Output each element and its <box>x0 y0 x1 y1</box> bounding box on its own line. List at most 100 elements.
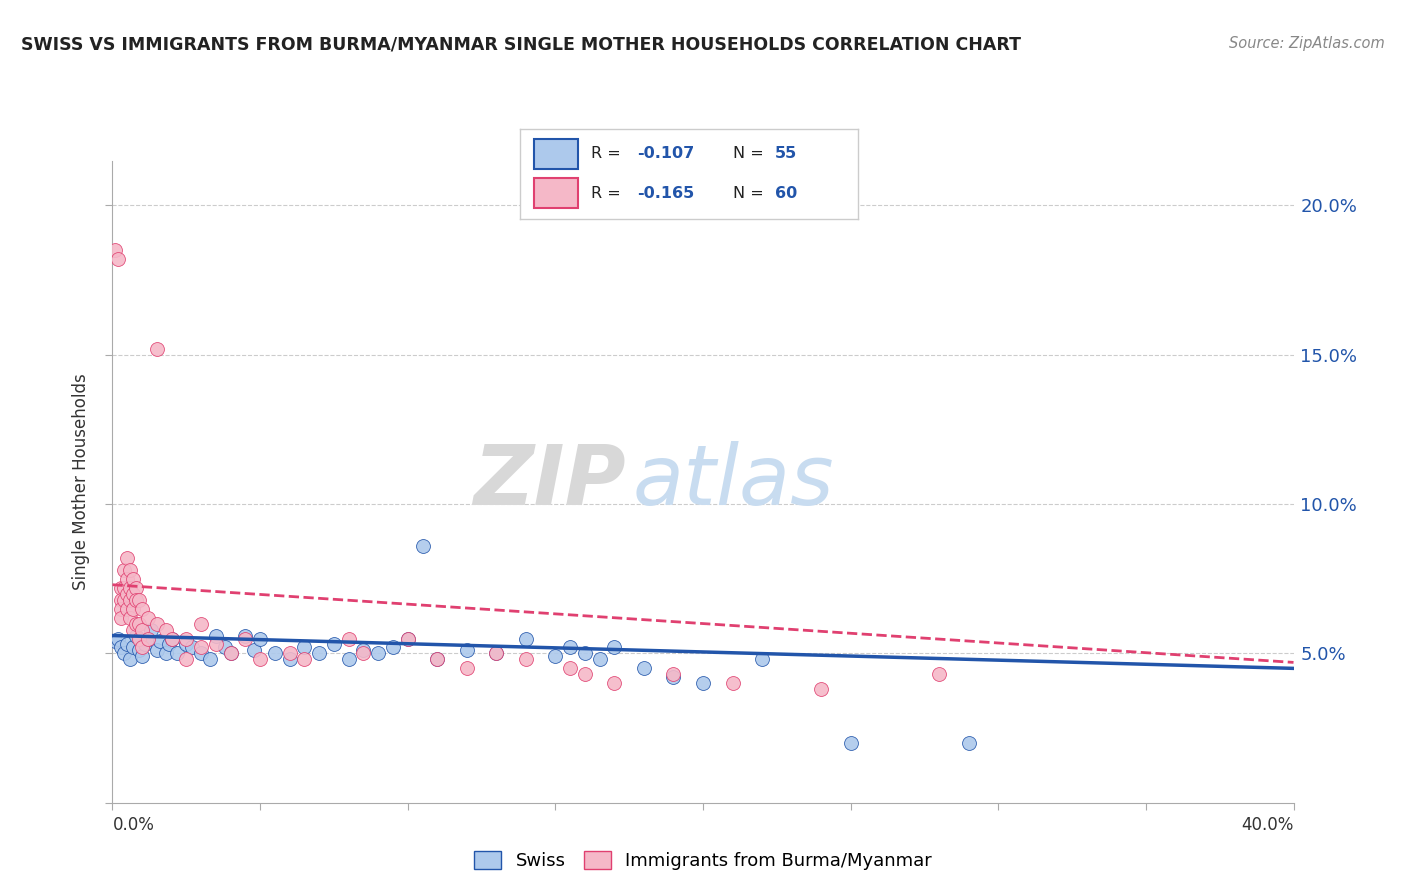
Text: N =: N = <box>733 146 769 161</box>
Point <box>426 652 449 666</box>
Point <box>107 252 129 267</box>
Text: 60: 60 <box>775 186 797 201</box>
Text: R =: R = <box>591 146 626 161</box>
Point <box>957 736 980 750</box>
Point <box>751 652 773 666</box>
Point <box>292 652 315 666</box>
Point <box>264 647 287 661</box>
Point <box>574 647 596 661</box>
Y-axis label: Single Mother Households: Single Mother Households <box>72 374 90 590</box>
Point <box>131 623 153 637</box>
Point <box>485 647 508 661</box>
Point <box>136 610 159 624</box>
Point <box>117 572 138 586</box>
Point <box>219 647 242 661</box>
Point <box>249 652 271 666</box>
Point <box>120 581 142 595</box>
Point <box>174 638 197 652</box>
Point <box>810 682 832 697</box>
Point <box>122 587 145 601</box>
Point <box>120 610 142 624</box>
Point <box>125 592 148 607</box>
Point <box>110 601 132 615</box>
Point <box>352 643 374 657</box>
Point <box>411 539 433 553</box>
Point <box>219 647 242 661</box>
Point <box>128 616 150 631</box>
Text: Source: ZipAtlas.com: Source: ZipAtlas.com <box>1229 36 1385 51</box>
Text: atlas: atlas <box>633 442 834 522</box>
Text: 0.0%: 0.0% <box>112 816 155 834</box>
Point <box>134 638 156 652</box>
Point <box>120 652 142 666</box>
Point <box>112 592 135 607</box>
Point <box>117 601 138 615</box>
Point <box>839 736 862 750</box>
Point <box>110 581 132 595</box>
Point <box>692 676 714 690</box>
Text: 55: 55 <box>775 146 797 161</box>
Point <box>190 647 212 661</box>
FancyBboxPatch shape <box>534 139 578 169</box>
Point <box>117 587 138 601</box>
Text: SWISS VS IMMIGRANTS FROM BURMA/MYANMAR SINGLE MOTHER HOUSEHOLDS CORRELATION CHAR: SWISS VS IMMIGRANTS FROM BURMA/MYANMAR S… <box>21 36 1021 54</box>
Point <box>160 632 183 646</box>
Point <box>128 643 150 657</box>
Point <box>125 616 148 631</box>
Point <box>456 643 478 657</box>
Point <box>136 632 159 646</box>
Point <box>588 652 610 666</box>
Point <box>662 667 685 681</box>
Point <box>155 647 177 661</box>
Legend: Swiss, Immigrants from Burma/Myanmar: Swiss, Immigrants from Burma/Myanmar <box>467 844 939 877</box>
Point <box>157 638 180 652</box>
Point <box>190 640 212 655</box>
Point <box>323 638 346 652</box>
Point <box>456 661 478 675</box>
Point <box>117 550 138 565</box>
Point <box>110 610 132 624</box>
Point <box>139 623 162 637</box>
Point <box>382 640 405 655</box>
Point <box>396 632 419 646</box>
Point <box>104 243 127 257</box>
Point <box>131 601 153 615</box>
Point <box>396 632 419 646</box>
Point <box>205 638 228 652</box>
Point <box>558 640 582 655</box>
Point <box>125 581 148 595</box>
Point <box>128 632 150 646</box>
Point <box>110 592 132 607</box>
Text: ZIP: ZIP <box>474 442 626 522</box>
Point <box>278 652 301 666</box>
Point <box>112 581 135 595</box>
Point <box>117 638 138 652</box>
Point <box>515 652 537 666</box>
Point <box>633 661 655 675</box>
Point <box>131 640 153 655</box>
Point <box>515 632 537 646</box>
Point <box>155 623 177 637</box>
Point <box>104 634 127 648</box>
Point <box>603 676 626 690</box>
Point <box>122 623 145 637</box>
Point <box>122 601 145 615</box>
Point <box>174 632 197 646</box>
Point <box>426 652 449 666</box>
Point <box>337 652 360 666</box>
Point <box>146 616 169 631</box>
Point <box>205 628 228 642</box>
FancyBboxPatch shape <box>534 178 578 208</box>
Point <box>662 670 685 684</box>
Point <box>214 640 236 655</box>
Point <box>278 647 301 661</box>
Point <box>136 632 159 646</box>
Point <box>558 661 582 675</box>
Text: N =: N = <box>733 186 769 201</box>
Point <box>112 563 135 577</box>
Point <box>146 643 169 657</box>
Point <box>308 647 330 661</box>
Point <box>198 652 221 666</box>
Point <box>485 647 508 661</box>
Point <box>367 647 389 661</box>
